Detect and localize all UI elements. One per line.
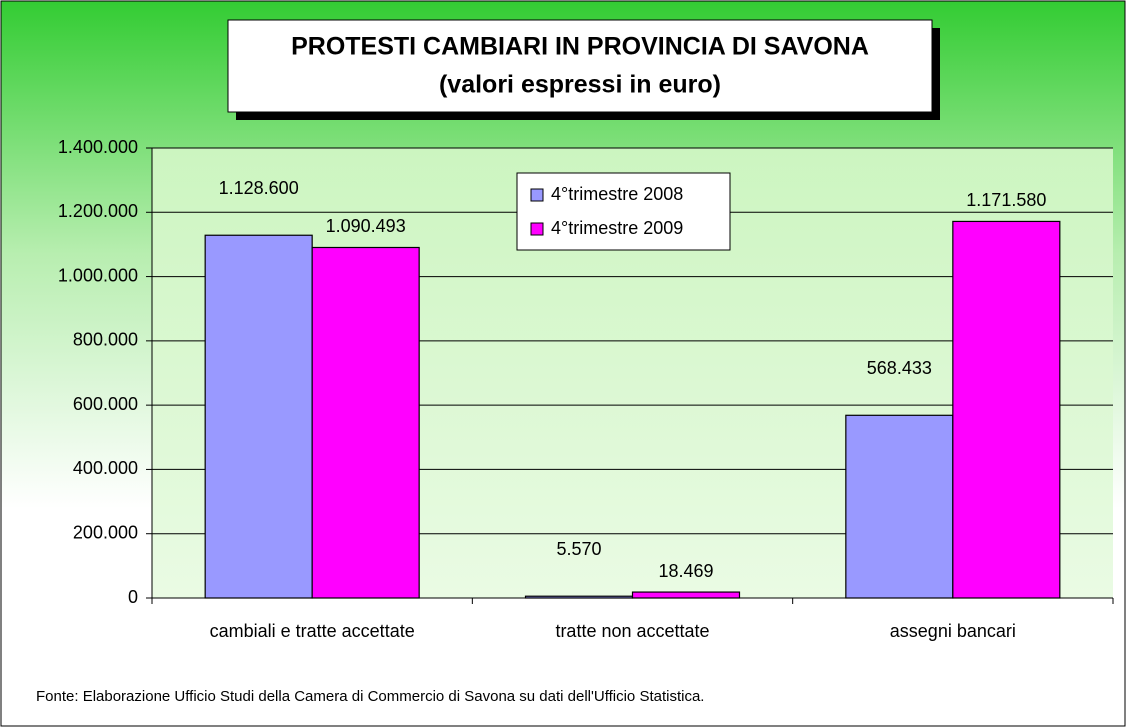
plot: 0 200.000 400.000 600.000 800.000 1.000.000 1.… (58, 137, 1114, 641)
y-tick-label: 800.000 (73, 330, 138, 350)
legend-label: 4°trimestre 2009 (551, 218, 683, 238)
legend-swatch (530, 222, 544, 236)
legend-swatch (530, 188, 544, 202)
data-label: 18.469 (658, 561, 713, 581)
x-tick-label: cambiali e tratte accettate (210, 621, 415, 641)
data-label: 1.171.580 (966, 190, 1046, 210)
source-note: Fonte: Elaborazione Ufficio Studi della … (36, 688, 704, 705)
chart-subtitle: (valori espressi in euro) (439, 71, 721, 99)
data-label: 1.090.493 (326, 216, 406, 236)
y-tick-label: 0 (128, 587, 138, 607)
bar (952, 220, 1061, 599)
x-tick-label: tratte non accettate (555, 621, 709, 641)
data-label: 5.570 (556, 539, 601, 559)
data-label: 1.128.600 (219, 178, 299, 198)
y-tick-label: 1.400.000 (58, 137, 138, 157)
bar (524, 595, 634, 599)
x-tick-label: assegni bancari (890, 621, 1016, 641)
y-tick-label: 1.000.000 (58, 265, 138, 285)
y-tick-label: 1.200.000 (58, 201, 138, 221)
chart-title: PROTESTI CAMBIARI IN PROVINCIA DI SAVONA (291, 33, 869, 61)
y-tick-label: 200.000 (73, 522, 138, 542)
bar (311, 246, 420, 599)
bar (204, 234, 313, 599)
title-box (227, 19, 933, 113)
legend-box (516, 172, 731, 251)
bar (845, 414, 954, 599)
data-label: 568.433 (867, 358, 932, 378)
y-tick-label: 600.000 (73, 394, 138, 414)
bar (631, 591, 741, 599)
legend-label: 4°trimestre 2008 (551, 184, 683, 204)
y-tick-label: 400.000 (73, 458, 138, 478)
